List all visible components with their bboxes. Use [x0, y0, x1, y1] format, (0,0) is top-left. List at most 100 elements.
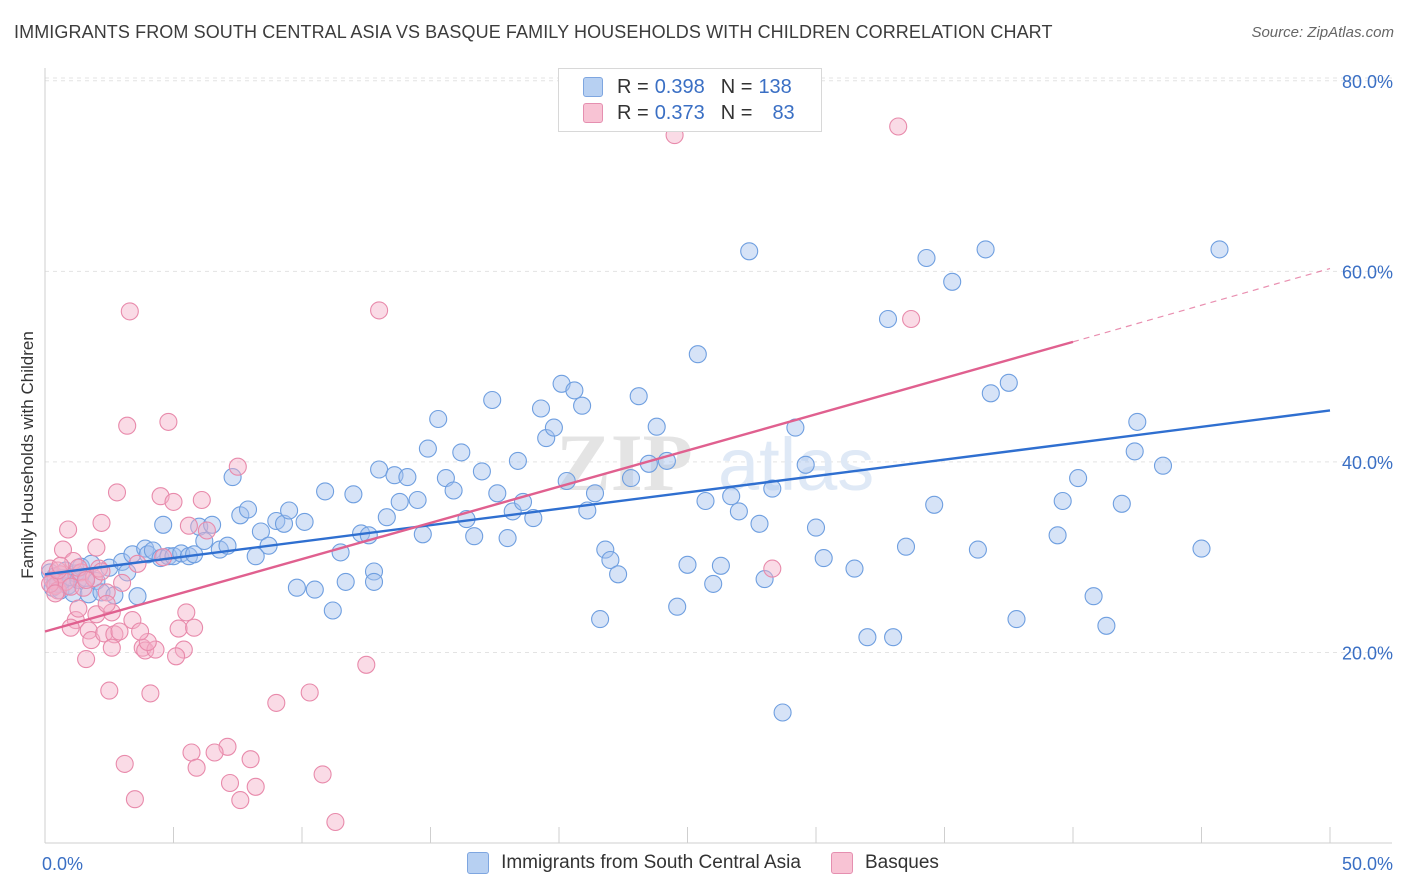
data-point [84, 569, 103, 588]
data-point [179, 516, 198, 535]
data-point [305, 580, 324, 599]
watermark: ZIP atlas [556, 417, 874, 508]
data-point [722, 487, 741, 506]
data-point [968, 540, 987, 559]
data-point [845, 559, 864, 578]
y-axis-title: Family Households with Children [18, 331, 37, 579]
data-point [444, 481, 463, 500]
data-point [77, 650, 96, 669]
data-point [364, 572, 384, 591]
data-point [452, 443, 471, 462]
data-point [498, 529, 517, 548]
data-point [943, 272, 962, 291]
data-point [59, 520, 78, 539]
data-point [1192, 539, 1211, 558]
data-point [1125, 442, 1144, 461]
legend-row-south-central-asia: R = 0.398 N = 138 [583, 75, 792, 99]
data-point [69, 599, 88, 618]
legend-r-label: R = [617, 101, 649, 124]
data-point [159, 412, 178, 431]
data-point [95, 624, 114, 643]
legend-n-value: 138 [758, 75, 792, 98]
data-point [981, 384, 1000, 403]
legend-swatch-blue [583, 77, 603, 97]
data-point [107, 483, 127, 502]
data-point [729, 502, 748, 521]
legend-n-label: N = [720, 101, 753, 124]
legend-item-basques[interactable]: Basques [830, 852, 939, 874]
trend-line-extension-1 [1072, 267, 1331, 343]
data-point [609, 565, 628, 584]
data-point [313, 765, 332, 784]
data-point [696, 491, 715, 511]
source-label: Source: ZipAtlas.com [1251, 24, 1394, 41]
data-point [195, 531, 214, 551]
data-point [92, 513, 111, 532]
data-point [1097, 616, 1116, 635]
data-point [668, 597, 687, 616]
data-point [203, 515, 222, 534]
data-point [591, 610, 610, 629]
data-point [413, 525, 432, 544]
data-point [51, 556, 70, 575]
data-point [280, 501, 299, 520]
data-point [896, 537, 916, 556]
data-point [796, 455, 815, 474]
data-point [1069, 469, 1088, 488]
data-point [999, 373, 1018, 392]
x-tick-label-max: 50.0% [1342, 854, 1393, 874]
data-point [1007, 610, 1026, 629]
data-point [917, 248, 936, 268]
data-point [773, 703, 792, 722]
data-point [197, 521, 216, 540]
data-point [187, 758, 206, 777]
data-point [115, 754, 134, 773]
data-point [858, 628, 877, 647]
data-point [182, 743, 201, 762]
data-point [408, 490, 427, 510]
data-point [120, 302, 139, 321]
data-point [585, 484, 605, 503]
data-point [573, 396, 592, 415]
data-point [131, 622, 150, 641]
trend-lines [44, 267, 1331, 633]
data-point [231, 791, 250, 810]
data-point [740, 242, 759, 261]
legend-swatch-pink [583, 103, 603, 123]
data-point [228, 457, 247, 476]
data-point [167, 647, 186, 666]
data-point [488, 484, 507, 503]
data-point [220, 773, 240, 793]
data-point [565, 381, 584, 400]
data-point [508, 451, 527, 470]
legend-r-value: 0.373 [654, 101, 705, 124]
data-point [483, 390, 502, 410]
data-point [1128, 412, 1147, 431]
data-point [878, 309, 898, 329]
data-point [377, 508, 396, 527]
legend-swatch-pink [830, 852, 853, 874]
data-point [976, 240, 995, 259]
watermark-atlas: atlas [718, 423, 874, 506]
data-point [629, 387, 648, 406]
data-point [763, 559, 782, 578]
data-point [46, 584, 65, 603]
data-point [87, 538, 106, 557]
data-point [154, 515, 173, 534]
data-point [77, 570, 96, 590]
data-point [750, 514, 769, 533]
data-point [174, 640, 193, 659]
data-point [118, 416, 137, 435]
data-point [316, 482, 335, 501]
y-tick-label: 80.0% [1342, 72, 1393, 92]
data-point [465, 527, 484, 546]
data-point [1210, 240, 1229, 259]
data-point [524, 509, 543, 528]
data-point [223, 468, 242, 487]
data-point [884, 628, 903, 647]
axes [44, 68, 1392, 844]
data-point [531, 399, 551, 418]
y-tick-label: 20.0% [1342, 643, 1393, 663]
legend-item-south-central-asia[interactable]: Immigrants from South Central Asia [467, 852, 801, 874]
